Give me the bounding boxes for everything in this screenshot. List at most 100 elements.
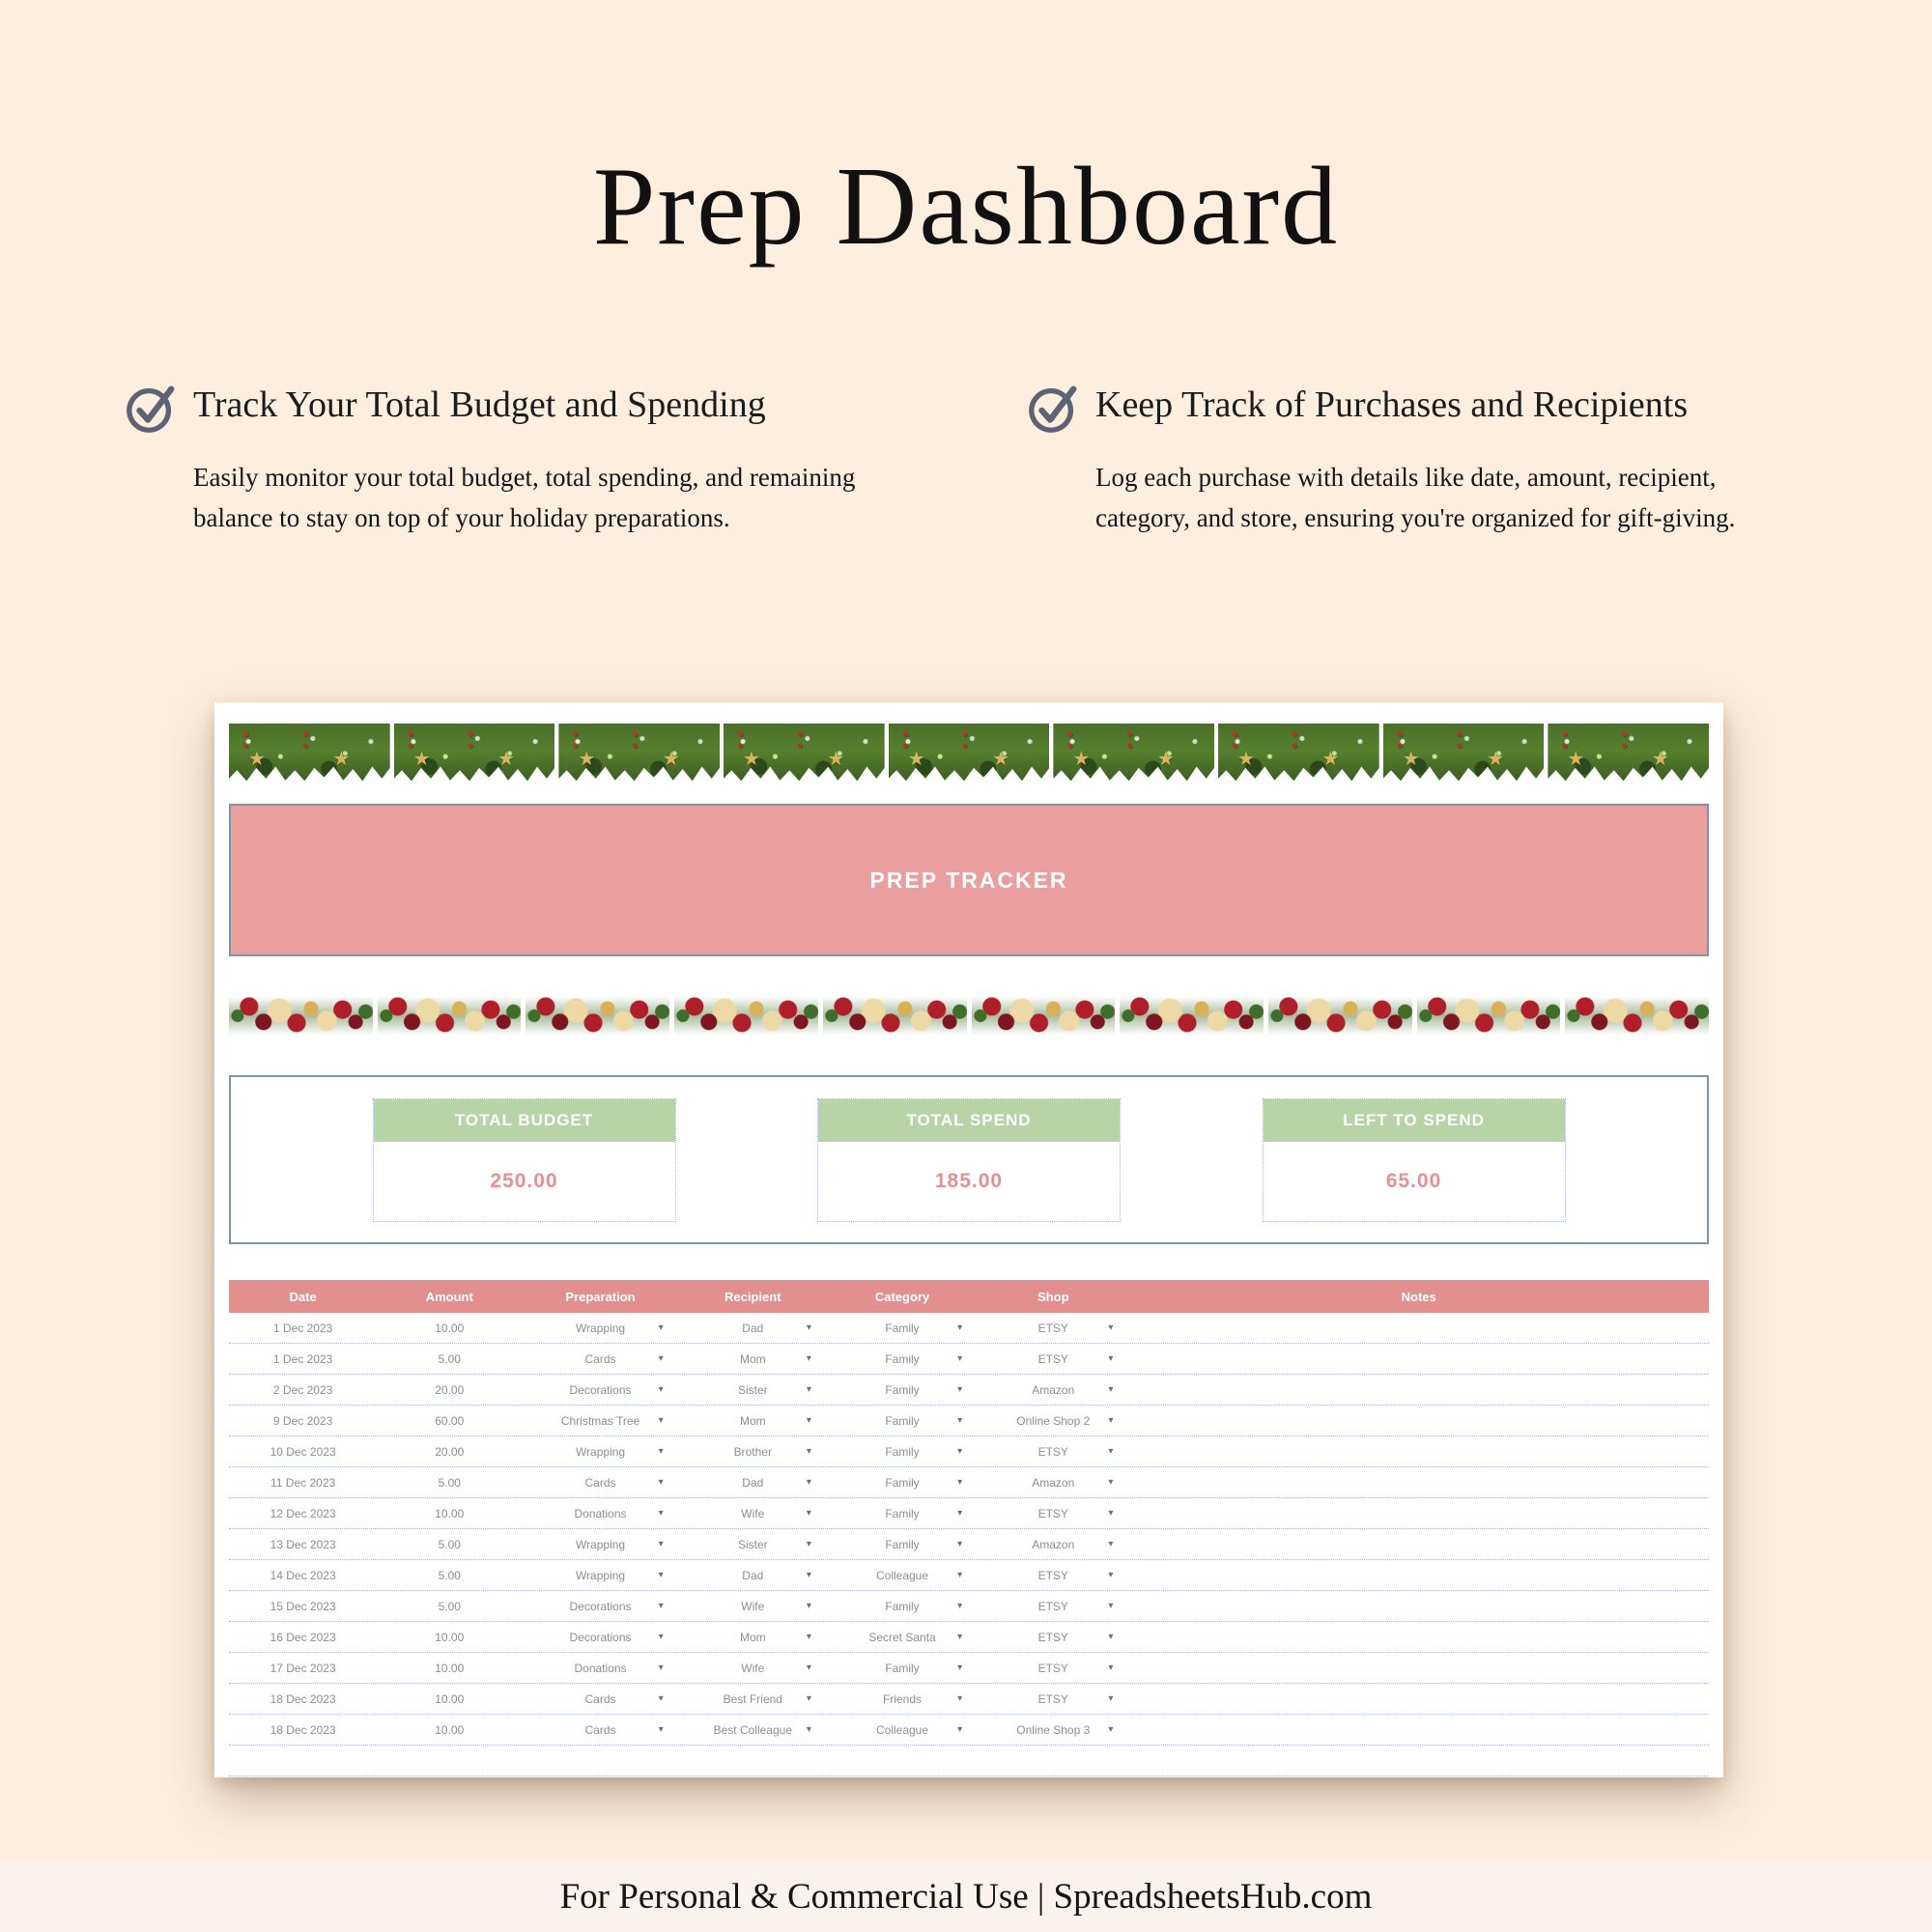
total-budget-value[interactable]: 250.00 bbox=[490, 1169, 558, 1192]
cell-date[interactable]: 2 Dec 2023 bbox=[229, 1383, 377, 1397]
cell-category[interactable]: Secret Santa ▾ bbox=[827, 1631, 978, 1644]
dropdown-arrow-icon[interactable]: ▾ bbox=[806, 1476, 811, 1488]
cell-amount[interactable]: 5.00 bbox=[377, 1476, 522, 1490]
dropdown-arrow-icon[interactable]: ▾ bbox=[806, 1569, 811, 1580]
cell-shop[interactable]: ETSY ▾ bbox=[978, 1692, 1128, 1706]
dropdown-arrow-icon[interactable]: ▾ bbox=[1108, 1414, 1114, 1426]
dropdown-arrow-icon[interactable]: ▾ bbox=[957, 1414, 963, 1426]
dropdown-arrow-icon[interactable]: ▾ bbox=[1108, 1569, 1114, 1580]
cell-preparation[interactable]: Wrapping ▾ bbox=[522, 1321, 678, 1335]
cell-date[interactable]: 18 Dec 2023 bbox=[229, 1723, 377, 1737]
dropdown-arrow-icon[interactable]: ▾ bbox=[806, 1445, 811, 1457]
dropdown-arrow-icon[interactable]: ▾ bbox=[1108, 1538, 1114, 1549]
cell-shop[interactable]: ETSY ▾ bbox=[978, 1507, 1128, 1520]
cell-recipient[interactable]: Mom ▾ bbox=[679, 1352, 827, 1366]
cell-date[interactable]: 1 Dec 2023 bbox=[229, 1321, 377, 1335]
dropdown-arrow-icon[interactable]: ▾ bbox=[806, 1352, 811, 1364]
dropdown-arrow-icon[interactable]: ▾ bbox=[957, 1321, 963, 1333]
cell-amount[interactable]: 60.00 bbox=[377, 1414, 522, 1428]
dropdown-arrow-icon[interactable]: ▾ bbox=[658, 1507, 664, 1519]
cell-recipient[interactable]: Wife ▾ bbox=[679, 1507, 827, 1520]
cell-shop[interactable]: Online Shop 2 ▾ bbox=[978, 1414, 1128, 1428]
cell-recipient[interactable]: Wife ▾ bbox=[679, 1600, 827, 1613]
dropdown-arrow-icon[interactable]: ▾ bbox=[957, 1507, 963, 1519]
cell-recipient[interactable]: Sister ▾ bbox=[679, 1383, 827, 1397]
cell-shop[interactable]: Online Shop 3 ▾ bbox=[978, 1723, 1128, 1737]
cell-date[interactable]: 16 Dec 2023 bbox=[229, 1631, 377, 1644]
dropdown-arrow-icon[interactable]: ▾ bbox=[1108, 1600, 1114, 1611]
cell-preparation[interactable]: Cards ▾ bbox=[522, 1692, 678, 1706]
dropdown-arrow-icon[interactable]: ▾ bbox=[658, 1445, 664, 1457]
cell-date[interactable]: 17 Dec 2023 bbox=[229, 1662, 377, 1675]
dropdown-arrow-icon[interactable]: ▾ bbox=[957, 1383, 963, 1395]
cell-category[interactable]: Family ▾ bbox=[827, 1600, 978, 1613]
dropdown-arrow-icon[interactable]: ▾ bbox=[1108, 1507, 1114, 1519]
cell-preparation[interactable]: Cards ▾ bbox=[522, 1723, 678, 1737]
cell-category[interactable]: Family ▾ bbox=[827, 1507, 978, 1520]
cell-amount[interactable]: 5.00 bbox=[377, 1600, 522, 1613]
cell-preparation[interactable]: Donations ▾ bbox=[522, 1662, 678, 1675]
dropdown-arrow-icon[interactable]: ▾ bbox=[658, 1352, 664, 1364]
dropdown-arrow-icon[interactable]: ▾ bbox=[806, 1383, 811, 1395]
cell-category[interactable]: Family ▾ bbox=[827, 1662, 978, 1675]
dropdown-arrow-icon[interactable]: ▾ bbox=[806, 1538, 811, 1549]
cell-preparation[interactable]: Wrapping ▾ bbox=[522, 1445, 678, 1459]
dropdown-arrow-icon[interactable]: ▾ bbox=[1108, 1692, 1114, 1704]
cell-date[interactable]: 18 Dec 2023 bbox=[229, 1692, 377, 1706]
dropdown-arrow-icon[interactable]: ▾ bbox=[1108, 1723, 1114, 1735]
dropdown-arrow-icon[interactable]: ▾ bbox=[806, 1631, 811, 1642]
cell-preparation[interactable]: Cards ▾ bbox=[522, 1476, 678, 1490]
cell-amount[interactable]: 10.00 bbox=[377, 1723, 522, 1737]
cell-recipient[interactable]: Sister ▾ bbox=[679, 1538, 827, 1551]
cell-shop[interactable]: Amazon ▾ bbox=[978, 1538, 1128, 1551]
dropdown-arrow-icon[interactable]: ▾ bbox=[658, 1321, 664, 1333]
dropdown-arrow-icon[interactable]: ▾ bbox=[806, 1321, 811, 1333]
cell-category[interactable]: Family ▾ bbox=[827, 1321, 978, 1335]
cell-recipient[interactable]: Brother ▾ bbox=[679, 1445, 827, 1459]
dropdown-arrow-icon[interactable]: ▾ bbox=[806, 1507, 811, 1519]
cell-date[interactable]: 10 Dec 2023 bbox=[229, 1445, 377, 1459]
dropdown-arrow-icon[interactable]: ▾ bbox=[658, 1631, 664, 1642]
dropdown-arrow-icon[interactable]: ▾ bbox=[1108, 1352, 1114, 1364]
dropdown-arrow-icon[interactable]: ▾ bbox=[957, 1723, 963, 1735]
cell-recipient[interactable]: Mom ▾ bbox=[679, 1414, 827, 1428]
cell-preparation[interactable]: Wrapping ▾ bbox=[522, 1569, 678, 1582]
dropdown-arrow-icon[interactable]: ▾ bbox=[658, 1692, 664, 1704]
cell-category[interactable]: Colleague ▾ bbox=[827, 1569, 978, 1582]
dropdown-arrow-icon[interactable]: ▾ bbox=[658, 1662, 664, 1673]
cell-amount[interactable]: 20.00 bbox=[377, 1383, 522, 1397]
cell-amount[interactable]: 10.00 bbox=[377, 1692, 522, 1706]
dropdown-arrow-icon[interactable]: ▾ bbox=[658, 1476, 664, 1488]
cell-recipient[interactable]: Best Colleague ▾ bbox=[679, 1723, 827, 1737]
dropdown-arrow-icon[interactable]: ▾ bbox=[658, 1538, 664, 1549]
dropdown-arrow-icon[interactable]: ▾ bbox=[1108, 1321, 1114, 1333]
cell-shop[interactable]: Amazon ▾ bbox=[978, 1383, 1128, 1397]
cell-date[interactable]: 13 Dec 2023 bbox=[229, 1538, 377, 1551]
cell-preparation[interactable]: Wrapping ▾ bbox=[522, 1538, 678, 1551]
dropdown-arrow-icon[interactable]: ▾ bbox=[806, 1692, 811, 1704]
cell-amount[interactable]: 5.00 bbox=[377, 1569, 522, 1582]
dropdown-arrow-icon[interactable]: ▾ bbox=[1108, 1445, 1114, 1457]
cell-recipient[interactable]: Wife ▾ bbox=[679, 1662, 827, 1675]
dropdown-arrow-icon[interactable]: ▾ bbox=[957, 1692, 963, 1704]
cell-shop[interactable]: ETSY ▾ bbox=[978, 1600, 1128, 1613]
dropdown-arrow-icon[interactable]: ▾ bbox=[957, 1476, 963, 1488]
cell-preparation[interactable]: Christmas Tree ▾ bbox=[522, 1414, 678, 1428]
dropdown-arrow-icon[interactable]: ▾ bbox=[957, 1600, 963, 1611]
cell-recipient[interactable]: Mom ▾ bbox=[679, 1631, 827, 1644]
cell-recipient[interactable]: Best Friend ▾ bbox=[679, 1692, 827, 1706]
cell-category[interactable]: Family ▾ bbox=[827, 1538, 978, 1551]
cell-category[interactable]: Family ▾ bbox=[827, 1445, 978, 1459]
dropdown-arrow-icon[interactable]: ▾ bbox=[658, 1569, 664, 1580]
dropdown-arrow-icon[interactable]: ▾ bbox=[806, 1600, 811, 1611]
dropdown-arrow-icon[interactable]: ▾ bbox=[957, 1352, 963, 1364]
cell-preparation[interactable]: Donations ▾ bbox=[522, 1507, 678, 1520]
cell-amount[interactable]: 5.00 bbox=[377, 1538, 522, 1551]
dropdown-arrow-icon[interactable]: ▾ bbox=[1108, 1383, 1114, 1395]
dropdown-arrow-icon[interactable]: ▾ bbox=[806, 1723, 811, 1735]
cell-shop[interactable]: ETSY ▾ bbox=[978, 1445, 1128, 1459]
dropdown-arrow-icon[interactable]: ▾ bbox=[658, 1383, 664, 1395]
cell-category[interactable]: Family ▾ bbox=[827, 1352, 978, 1366]
cell-date[interactable]: 12 Dec 2023 bbox=[229, 1507, 377, 1520]
dropdown-arrow-icon[interactable]: ▾ bbox=[957, 1445, 963, 1457]
